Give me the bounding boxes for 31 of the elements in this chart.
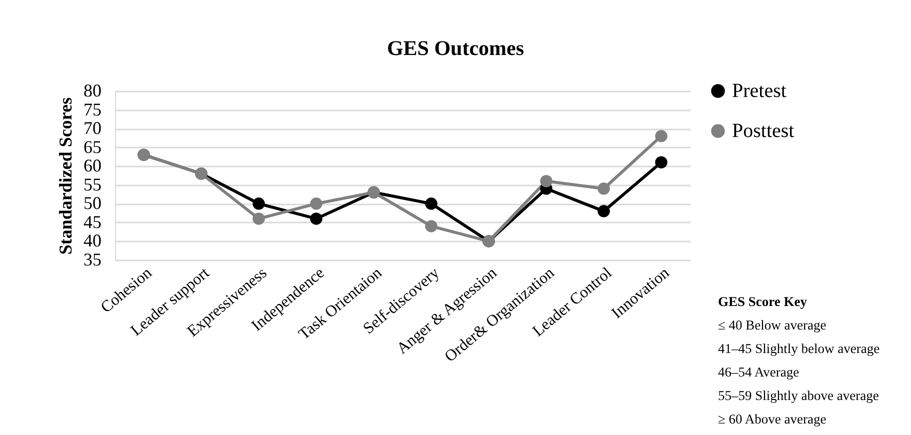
text: GES Score Key [718,294,808,309]
point [252,212,265,225]
point [310,198,322,210]
point [540,175,552,188]
y-tick-label: 80 [84,80,102,100]
y-tick-label: 35 [84,250,102,270]
y-tick-label: 45 [84,212,102,232]
text: 46–54 Average [718,364,800,380]
y-tick-label: 75 [84,99,102,120]
point [598,205,610,218]
text: ≥ 60 Above average [718,412,826,426]
y-tick-label: 40 [84,230,102,251]
point [598,182,610,195]
legend-label: Pretest [732,80,787,102]
text: ≤ 40 Below average [718,318,826,332]
text: 55–59 Slightly above average [718,388,879,403]
text: 41–45 Slightly below average [718,341,880,356]
y-tick-label: 60 [84,156,102,176]
legend-label: Posttest [732,120,795,142]
point [310,212,322,225]
y-tick-label: 55 [84,174,102,194]
point [252,198,265,210]
y-tick-label: 50 [84,193,102,214]
y-tick-label: 65 [84,136,102,157]
point [655,156,668,168]
point [425,198,438,210]
y-tick-label: 70 [84,118,102,138]
point [655,130,668,142]
y-axis-title: Standardized Scores [56,97,76,255]
chart-title: GES Outcomes [386,36,524,60]
point [425,220,438,232]
